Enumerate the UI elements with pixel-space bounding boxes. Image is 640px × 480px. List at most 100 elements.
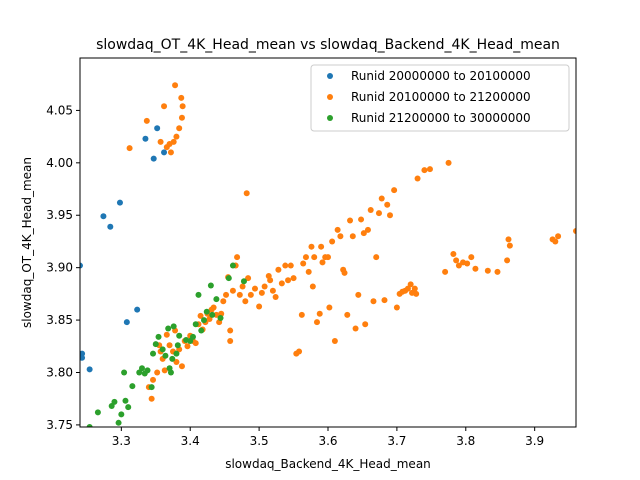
data-point bbox=[178, 114, 185, 121]
data-point bbox=[341, 269, 348, 276]
data-point bbox=[450, 251, 457, 258]
data-point bbox=[275, 266, 282, 273]
data-point bbox=[300, 260, 307, 267]
data-point bbox=[167, 149, 174, 156]
y-tick-label: 4.05 bbox=[46, 103, 73, 117]
data-point bbox=[378, 195, 385, 202]
data-point bbox=[155, 333, 162, 340]
data-point bbox=[349, 233, 356, 240]
data-point bbox=[370, 298, 377, 305]
data-point bbox=[373, 254, 380, 261]
data-point bbox=[360, 230, 367, 237]
data-point bbox=[174, 342, 181, 349]
data-point bbox=[269, 287, 276, 294]
data-point bbox=[555, 233, 562, 240]
data-point bbox=[176, 125, 183, 132]
data-point bbox=[207, 282, 214, 289]
data-point bbox=[258, 289, 265, 296]
data-point bbox=[267, 277, 274, 284]
plot-area bbox=[80, 82, 576, 427]
data-point bbox=[442, 268, 449, 275]
y-tick-label: 3.90 bbox=[46, 261, 73, 275]
data-point bbox=[166, 342, 173, 349]
data-point bbox=[367, 207, 374, 213]
data-point bbox=[375, 210, 382, 217]
data-point bbox=[144, 367, 151, 374]
x-axis-ticks: 3.3 3.4 3.5 3.6 3.7 3.8 3.9 bbox=[112, 427, 544, 448]
y-tick-label: 3.95 bbox=[46, 208, 73, 222]
data-point bbox=[261, 283, 268, 290]
data-point bbox=[245, 275, 252, 282]
data-point bbox=[309, 283, 316, 290]
data-point bbox=[152, 341, 159, 348]
data-point bbox=[111, 398, 118, 405]
data-point bbox=[362, 321, 369, 328]
data-point bbox=[358, 216, 365, 223]
data-point bbox=[484, 267, 491, 274]
data-point bbox=[209, 311, 216, 318]
data-point bbox=[154, 125, 161, 132]
legend-entry: Runid 20100000 to 21200000 bbox=[351, 90, 531, 104]
legend-marker bbox=[327, 94, 333, 100]
data-point bbox=[165, 325, 172, 332]
data-point bbox=[217, 314, 224, 321]
data-point bbox=[305, 268, 312, 275]
y-axis-label: slowdaq_OT_4K_Head_mean bbox=[20, 157, 34, 328]
legend-marker bbox=[327, 115, 333, 121]
data-point bbox=[352, 325, 359, 332]
data-point bbox=[134, 306, 141, 313]
data-point bbox=[213, 311, 220, 318]
data-point bbox=[118, 411, 125, 418]
data-point bbox=[176, 332, 183, 339]
data-point bbox=[329, 238, 336, 245]
data-point bbox=[220, 298, 227, 305]
data-point bbox=[285, 277, 292, 284]
data-point bbox=[80, 354, 86, 361]
data-point bbox=[414, 175, 421, 182]
data-point bbox=[122, 397, 129, 404]
data-point bbox=[126, 145, 133, 152]
data-point bbox=[334, 226, 341, 233]
data-point bbox=[123, 319, 130, 326]
data-point bbox=[316, 310, 323, 317]
data-point bbox=[326, 304, 333, 311]
data-point bbox=[121, 369, 128, 376]
data-point bbox=[178, 94, 185, 101]
data-point bbox=[311, 254, 318, 261]
data-point bbox=[115, 419, 122, 426]
data-point bbox=[234, 254, 241, 261]
data-point bbox=[148, 384, 155, 391]
data-point bbox=[243, 190, 250, 197]
data-point bbox=[239, 283, 246, 290]
data-point bbox=[107, 223, 114, 230]
data-point bbox=[169, 355, 176, 362]
data-point bbox=[129, 383, 136, 390]
data-point bbox=[173, 350, 180, 357]
data-point bbox=[139, 365, 145, 372]
data-point bbox=[282, 262, 289, 269]
series-3 bbox=[86, 262, 247, 427]
data-point bbox=[227, 327, 234, 334]
x-tick-label: 3.6 bbox=[318, 434, 337, 448]
y-tick-label: 3.80 bbox=[46, 365, 73, 379]
data-point bbox=[94, 409, 101, 416]
x-tick-label: 3.3 bbox=[112, 434, 131, 448]
data-point bbox=[472, 265, 479, 272]
data-point bbox=[242, 298, 249, 305]
data-point bbox=[552, 238, 559, 245]
data-point bbox=[331, 338, 338, 345]
data-point bbox=[411, 285, 418, 292]
data-point bbox=[197, 312, 204, 319]
data-point bbox=[308, 243, 315, 250]
data-point bbox=[179, 103, 186, 110]
data-point bbox=[162, 352, 169, 359]
data-point bbox=[157, 138, 164, 145]
y-tick-label: 4.00 bbox=[46, 156, 73, 170]
data-point bbox=[505, 236, 512, 243]
data-point bbox=[426, 166, 433, 173]
data-point bbox=[150, 376, 157, 383]
data-point bbox=[344, 311, 351, 318]
data-point bbox=[256, 303, 263, 310]
data-point bbox=[468, 254, 475, 261]
data-point bbox=[167, 369, 174, 376]
